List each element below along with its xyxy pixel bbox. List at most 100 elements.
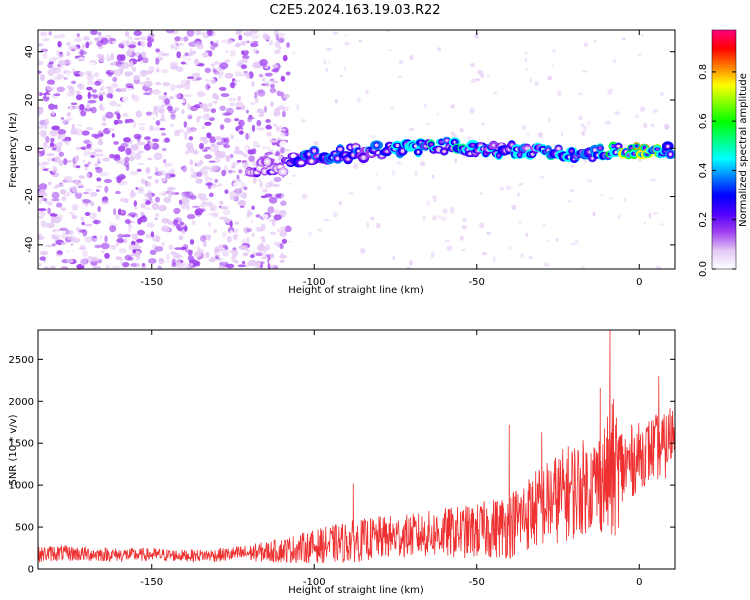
noise-blob: [239, 73, 248, 77]
noise-blob: [124, 156, 130, 163]
noise-blob: [98, 96, 103, 100]
noise-blob: [158, 258, 165, 265]
noise-blob: [241, 260, 246, 265]
noise-blob: [152, 215, 159, 219]
noise-blob: [204, 187, 210, 195]
noise-blob: [144, 181, 152, 188]
noise-blob: [237, 95, 242, 102]
noise-blob: [40, 220, 46, 227]
snr-marks: [38, 330, 675, 564]
noise-blob: [177, 40, 185, 48]
noise-speck: [592, 211, 596, 217]
noise-blob: [277, 118, 285, 125]
spectrogram-frame: [37, 29, 676, 270]
noise-blob: [242, 252, 249, 256]
noise-blob: [161, 228, 171, 232]
noise-speck: [424, 103, 427, 108]
noise-speck: [525, 232, 529, 237]
noise-speck: [432, 215, 438, 221]
noise-blob: [145, 111, 153, 116]
noise-blob: [121, 109, 126, 115]
noise-blob: [47, 207, 51, 215]
noise-blob: [259, 180, 264, 188]
noise-blob: [256, 119, 262, 127]
noise-blob: [94, 244, 102, 249]
noise-speck: [332, 31, 339, 35]
noise-speck: [471, 78, 475, 83]
noise-speck: [508, 246, 512, 250]
noise-blob: [147, 32, 154, 37]
noise-speck: [570, 165, 574, 168]
noise-blob: [47, 168, 55, 171]
noise-blob: [249, 102, 256, 105]
noise-blob: [102, 115, 107, 122]
noise-blob: [210, 108, 217, 114]
noise-speck: [623, 197, 626, 203]
noise-blob: [176, 66, 184, 73]
noise-speck: [518, 183, 523, 186]
snr-x-ticks: -150 -100 -50 0: [140, 330, 642, 588]
noise-blob: [224, 72, 234, 79]
noise-blob: [280, 131, 288, 137]
noise-speck: [655, 265, 662, 269]
noise-blob: [246, 73, 250, 79]
noise-blob: [140, 203, 147, 209]
x-tick-label: 0: [636, 277, 642, 288]
noise-speck: [323, 58, 327, 65]
noise-speck: [353, 163, 359, 170]
noise-blob: [42, 162, 50, 165]
noise-blob: [53, 93, 61, 97]
noise-blob: [268, 258, 276, 266]
noise-blob: [255, 252, 263, 257]
noise-speck: [426, 123, 431, 126]
noise-blob: [240, 182, 247, 186]
noise-blob: [265, 112, 274, 118]
noise-blob: [78, 229, 86, 233]
noise-speck: [358, 39, 363, 43]
noise-blob: [158, 95, 163, 100]
noise-blob: [236, 236, 244, 243]
noise-blob: [276, 228, 285, 233]
noise-blob: [219, 105, 226, 111]
noise-blob: [240, 64, 248, 70]
noise-blob: [213, 173, 221, 178]
noise-blob: [283, 148, 291, 152]
noise-blob: [202, 201, 207, 205]
noise-blob: [161, 177, 166, 182]
noise-blob: [194, 41, 203, 47]
noise-blob: [49, 129, 58, 137]
noise-blob: [280, 75, 286, 82]
noise-blob: [239, 48, 249, 52]
ridge-blob: [525, 146, 530, 150]
noise-blob: [209, 225, 219, 230]
ridge-blob: [361, 156, 366, 160]
noise-blob: [191, 205, 200, 208]
noise-blob: [275, 34, 280, 41]
noise-blob: [186, 126, 191, 134]
noise-blob: [230, 134, 234, 139]
noise-speck: [643, 221, 646, 225]
noise-blob: [225, 100, 230, 106]
noise-blob: [159, 118, 167, 122]
noise-blob: [199, 103, 208, 109]
noise-blob: [247, 116, 255, 120]
noise-blob: [208, 160, 216, 163]
y-tick-label: 20: [24, 94, 35, 107]
noise-blob: [144, 80, 153, 88]
noise-blob: [186, 79, 191, 85]
colorbar: 0.0 0.2 0.4 0.6 0.8 Normalized spectral ampl…: [698, 29, 749, 277]
noise-blob: [221, 169, 227, 177]
noise-blob: [185, 249, 193, 253]
noise-blob: [58, 33, 65, 39]
noise-blob: [191, 227, 199, 233]
noise-blob: [47, 181, 52, 186]
x-tick-label: -50: [469, 577, 485, 588]
noise-blob: [254, 97, 259, 103]
noise-blob: [140, 40, 146, 48]
noise-blob: [111, 265, 120, 269]
noise-blob: [151, 203, 159, 210]
noise-blob: [113, 155, 121, 162]
figure-title: C2E5.2024.163.19.03.R22: [269, 3, 440, 18]
noise-speck: [419, 160, 426, 167]
noise-blob: [96, 86, 101, 92]
